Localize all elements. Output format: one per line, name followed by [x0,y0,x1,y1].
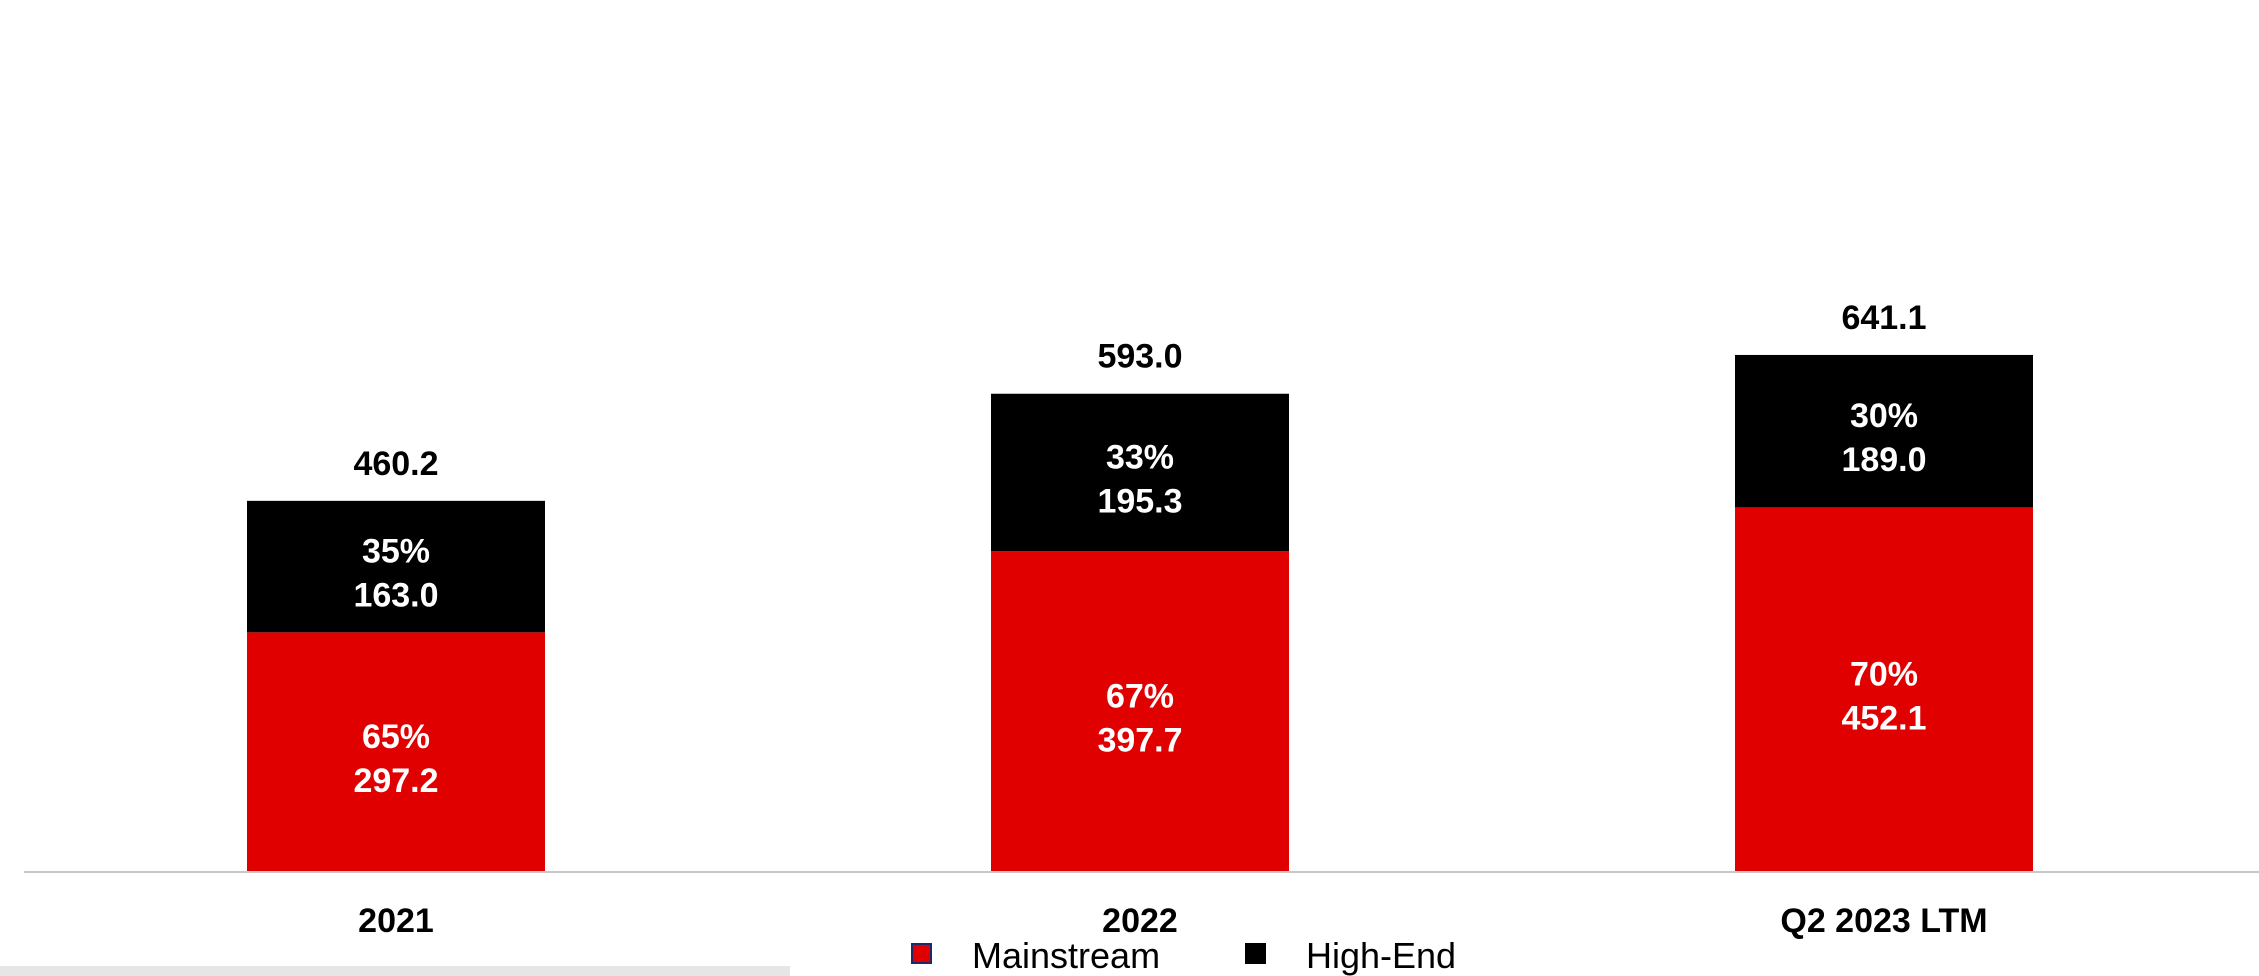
legend: Mainstream High-End [911,935,1456,976]
x-tick-label: 2021 [358,902,434,940]
segment-percent-label: 70% [1850,656,1918,694]
segment-percent-label: 35% [362,533,430,571]
labels-layer: 65% 297.2 35% 163.0 460.2 2021 67% 397.7 33% 195.… [353,299,1987,940]
bar-total-label: 641.1 [1841,299,1926,337]
legend-swatch-high-end [1245,943,1266,964]
segment-value-label: 297.2 [353,762,438,800]
segment-percent-label: 65% [362,718,430,756]
segment-value-label: 452.1 [1841,700,1926,738]
footnote-fragment [0,966,790,976]
segment-value-label: 397.7 [1097,722,1182,760]
segment-percent-label: 67% [1106,678,1174,716]
bar-segment-high-end [991,393,1289,552]
bar-total-label: 460.2 [353,445,438,483]
legend-swatch-mainstream [911,943,932,964]
segment-percent-label: 30% [1850,397,1918,435]
segment-value-label: 163.0 [353,577,438,615]
bar-segment-high-end [247,500,545,633]
segment-value-label: 195.3 [1097,483,1182,521]
bar-segment-high-end [1735,354,2033,508]
bars-layer [247,354,2033,872]
segment-value-label: 189.0 [1841,441,1926,479]
legend-label: Mainstream [972,935,1160,976]
legend-label: High-End [1306,935,1456,976]
segment-percent-label: 33% [1106,439,1174,477]
bar-segment-mainstream [1735,507,2033,872]
bar-segment-mainstream [991,551,1289,872]
x-tick-label: Q2 2023 LTM [1780,902,1987,940]
bar-total-label: 593.0 [1097,338,1182,376]
x-tick-label: 2022 [1102,902,1178,940]
bar-segment-mainstream [247,632,545,872]
